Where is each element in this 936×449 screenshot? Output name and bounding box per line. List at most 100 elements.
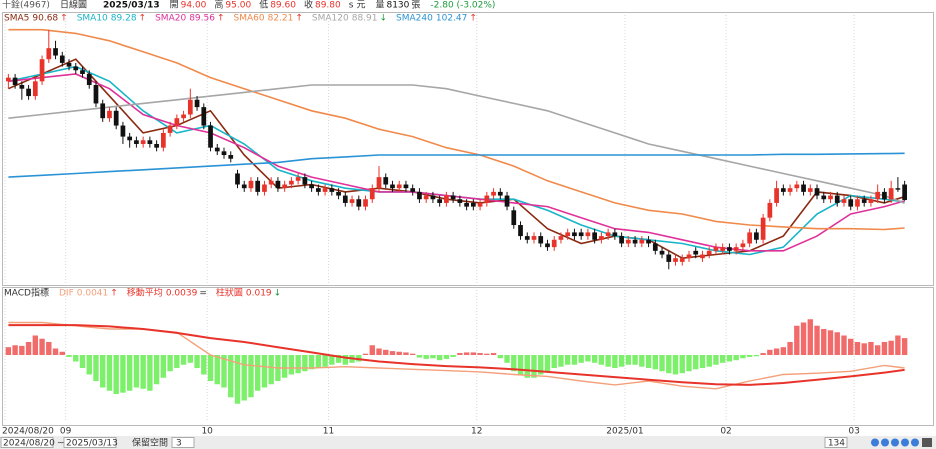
histogram-bar <box>329 355 335 365</box>
flag: s <box>349 1 354 11</box>
candle-body <box>497 191 503 196</box>
candle-body <box>538 236 544 244</box>
x-tick-label: 11 <box>323 427 334 437</box>
candle-body <box>767 202 773 218</box>
legend-value: 89.28 <box>111 14 137 24</box>
candle-body <box>59 55 65 63</box>
candle-body <box>66 62 72 67</box>
candle-body <box>652 243 658 251</box>
legend-name: SMA120 <box>312 14 349 24</box>
histogram-bar <box>174 355 180 368</box>
candle-body <box>578 232 584 237</box>
candle-body <box>120 125 126 137</box>
histogram-bar <box>598 355 605 365</box>
candle-body <box>821 195 827 200</box>
start-date: 2024/08/20 <box>3 439 55 449</box>
candle-body <box>80 70 85 74</box>
legend-name: 移動平均 <box>127 287 163 299</box>
line <box>8 73 905 252</box>
histogram-bar <box>868 342 874 355</box>
period: 日線圖 <box>60 0 87 11</box>
candle-body <box>599 236 604 240</box>
bar-count: 134 <box>828 439 845 449</box>
histogram-bar <box>46 342 52 355</box>
toolbar-icons[interactable] <box>871 438 932 447</box>
histogram-bar <box>463 352 470 355</box>
histogram-bar <box>800 322 807 355</box>
candle-body <box>322 188 328 192</box>
histogram-bar <box>66 355 72 357</box>
quote-value: 89.80 <box>315 1 341 11</box>
histogram-bar <box>686 355 692 372</box>
histogram-bar <box>578 355 584 363</box>
candle-body <box>572 232 577 237</box>
histogram-bar <box>733 355 739 361</box>
histogram-bar <box>100 355 106 388</box>
candle-body <box>619 236 624 244</box>
legend-value: 0.0039 <box>166 289 198 299</box>
toolbar <box>0 436 936 449</box>
histogram-bar <box>73 355 79 362</box>
histogram-bar <box>477 353 483 355</box>
candle-body <box>235 173 240 185</box>
histogram-bar <box>201 355 207 375</box>
histogram-bar <box>180 355 187 365</box>
candle-body <box>720 247 726 251</box>
histogram-bar <box>531 355 537 378</box>
histogram-bar <box>376 348 382 355</box>
histogram-bar <box>241 355 247 401</box>
histogram-bar <box>679 355 685 374</box>
candle-body <box>174 118 180 126</box>
histogram-bar <box>794 325 800 355</box>
candle-body <box>679 258 685 262</box>
histogram-bar <box>32 335 39 355</box>
candle-body <box>356 199 362 207</box>
candle-body <box>73 66 79 71</box>
candle-body <box>430 195 436 200</box>
candle-body <box>107 110 112 119</box>
candle-body <box>410 188 416 192</box>
histogram-bar <box>221 355 227 388</box>
histogram-bar <box>773 348 780 355</box>
histogram-bar <box>612 355 618 368</box>
histogram-bar <box>827 330 834 355</box>
histogram-bar <box>821 329 827 355</box>
candle-body <box>376 177 382 189</box>
histogram-bar <box>450 355 456 357</box>
histogram-bar <box>362 353 369 355</box>
histogram-bar <box>93 355 99 381</box>
end-input[interactable] <box>63 437 117 448</box>
histogram-bar <box>308 355 315 370</box>
histogram-bar <box>787 342 793 355</box>
histogram-bar <box>79 355 86 368</box>
candle-body <box>700 254 705 259</box>
histogram-bar <box>410 353 416 355</box>
histogram-bar <box>423 355 429 359</box>
histogram-bar <box>133 355 140 388</box>
space-label: 保留空間 <box>132 437 168 449</box>
histogram-bar <box>228 355 234 398</box>
candle-body <box>807 188 813 192</box>
range-sep: ~ <box>57 439 65 449</box>
candle-body <box>437 199 443 203</box>
histogram-bar <box>113 355 119 394</box>
candle-body <box>53 48 58 56</box>
space-input[interactable] <box>171 437 195 448</box>
volume-label: 量 <box>375 0 384 11</box>
histogram-bar <box>666 355 672 374</box>
candle-body <box>794 184 800 189</box>
histogram-bar <box>416 355 423 358</box>
candle-body <box>585 232 591 237</box>
candle-body <box>39 59 45 82</box>
candle-body <box>221 151 227 156</box>
histogram-bar <box>383 349 389 355</box>
histogram-bar <box>713 355 719 365</box>
histogram-bar <box>834 332 840 355</box>
histogram-bar <box>693 355 699 370</box>
legend-name: SMA20 <box>155 14 186 24</box>
candle-body <box>181 114 186 119</box>
candle-body <box>895 188 901 190</box>
start-input[interactable] <box>0 437 54 448</box>
histogram-bar <box>194 355 200 368</box>
legend-trend: ↑ <box>60 14 68 24</box>
